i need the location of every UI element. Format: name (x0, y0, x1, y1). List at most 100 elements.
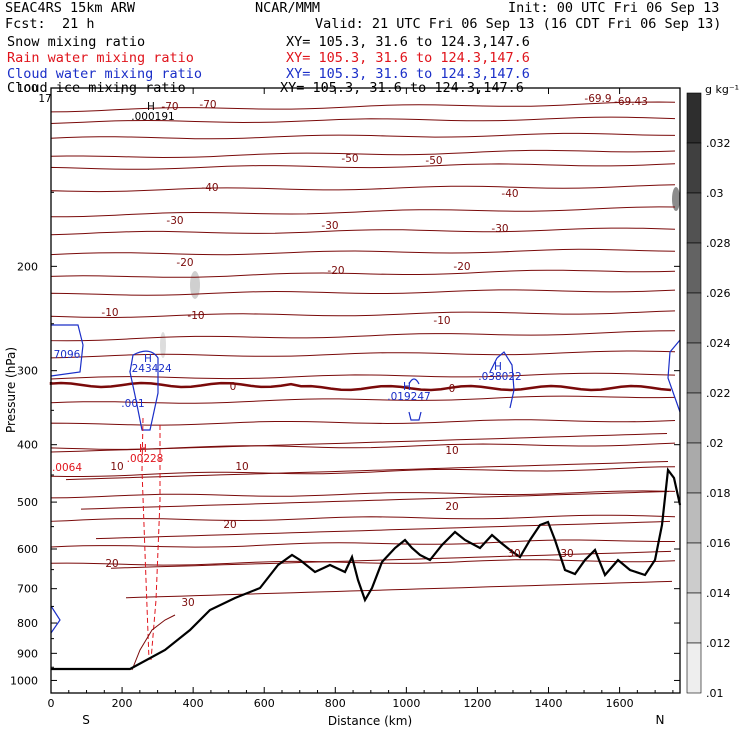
isotherm-label: -40 (501, 188, 518, 200)
isotherm-line (131, 614, 176, 671)
y-axis-label: Pressure (hPa) (4, 347, 18, 433)
isotherm-line (50, 227, 676, 237)
isotherm-label: 10 (235, 461, 248, 473)
colorbar-swatch (686, 442, 702, 494)
isotherm-line (50, 490, 676, 500)
field-xy-rain: XY= 105.3, 31.6 to 124.3,147.6 (286, 50, 530, 66)
colorbar-swatch (686, 492, 702, 544)
colorbar-label: .026 (706, 287, 731, 300)
colorbar-label: .022 (706, 387, 731, 400)
y-tick-label: 1000 (10, 674, 38, 687)
cloud-water-contour (129, 350, 159, 431)
isotherm-line (50, 310, 676, 320)
isotherm-label: -50 (425, 155, 442, 167)
x-tick-label: 200 (112, 697, 133, 710)
extremum-value: 7096 (54, 349, 81, 361)
x-tick-label: 400 (183, 697, 204, 710)
colorbar-label: .032 (706, 137, 731, 150)
forecast-hours: 21 h (62, 16, 95, 32)
ice-shading (160, 332, 166, 358)
isotherm-line (50, 206, 676, 218)
isotherm-label: -70 (199, 99, 216, 111)
colorbar-label: .012 (706, 637, 731, 650)
isotherm-label: 0 (230, 381, 237, 393)
isotherm-label: -10 (187, 310, 204, 322)
isotherm-line (50, 116, 676, 126)
y-tick-label: 200 (17, 260, 38, 273)
colorbar-swatch (686, 592, 702, 644)
extremum-marker: H (403, 381, 411, 393)
x-tick-label: 1200 (463, 697, 491, 710)
y-tick-label: 500 (17, 496, 38, 509)
extremum-value: .0064 (52, 462, 82, 474)
extremum-marker: H (144, 353, 152, 365)
extremum-value: .019247 (387, 391, 430, 403)
cloud-water-contour (408, 378, 422, 421)
colorbar-label: .01 (706, 687, 724, 700)
field-name-snow: Snow mixing ratio (7, 34, 146, 50)
extremum-value: 17 (38, 93, 51, 105)
field-xy-cloud-water: XY= 105.3, 31.6 to 124.3,147.6 (286, 66, 530, 82)
ice-shading (672, 187, 680, 211)
freezing-level-line (49, 381, 672, 392)
isotherm-line (80, 491, 670, 510)
isotherm-label: -30 (491, 223, 508, 235)
colorbar-label: .028 (706, 237, 731, 250)
isotherm-line (50, 330, 676, 342)
extremum-marker: H (494, 361, 502, 373)
isotherm-line (50, 184, 676, 194)
isotherm-line (50, 163, 676, 172)
isotherm-label: 10 (445, 445, 458, 457)
isotherm-label: 0 (449, 383, 456, 395)
extremum-value: .00228 (127, 453, 164, 465)
isotherm-line (50, 372, 676, 382)
isotherm-label: -50 (341, 153, 358, 165)
isotherm-line (50, 433, 668, 453)
colorbar-swatch (686, 542, 702, 594)
isotherm-line (50, 514, 676, 524)
colorbar-swatch (686, 642, 702, 694)
isotherm-line (95, 520, 671, 540)
field-name-cloud-water: Cloud water mixing ratio (7, 66, 203, 82)
isotherm-label: -10 (433, 315, 450, 327)
colorbar-unit: g kg⁻¹ (705, 83, 739, 96)
x-tick-label: 1400 (535, 697, 563, 710)
y-tick-label: 800 (17, 617, 38, 630)
isotherm-label: -30 (321, 220, 338, 232)
endpoint-north: N (656, 713, 665, 727)
isotherm-line (50, 539, 675, 548)
isotherm-label: -20 (176, 257, 193, 269)
extremum-marker: H (139, 443, 147, 455)
colorbar-swatch (686, 192, 702, 244)
y-tick-label: 100 (17, 82, 38, 95)
isotherm-line (65, 461, 669, 481)
colorbar-label: .016 (706, 537, 731, 550)
colorbar-swatch (686, 292, 702, 344)
colorbar-swatch (686, 242, 702, 294)
x-tick-label: 600 (254, 697, 275, 710)
colorbar-swatch (686, 142, 702, 194)
isotherm-label: 30 (507, 548, 520, 560)
cloud-water-contour (50, 605, 61, 634)
isotherm-label: 20 (223, 519, 236, 531)
isotherm-label: -20 (327, 265, 344, 277)
isotherm-label: -69.9 (584, 93, 611, 105)
isotherm-label: 30 (560, 548, 573, 560)
isotherm-line (50, 101, 676, 113)
extremum-value: .243424 (128, 363, 172, 375)
extremum-value: .001 (121, 398, 144, 410)
isotherm-line (125, 580, 673, 599)
cloud-water-contour (489, 351, 515, 409)
isotherm-line (50, 466, 676, 477)
y-tick-label: 400 (17, 439, 38, 452)
colorbar-label: .018 (706, 487, 731, 500)
isotherm-line (50, 395, 676, 404)
isotherm-line (110, 550, 672, 569)
colorbar-swatch (686, 392, 702, 444)
colorbar-label: .014 (706, 587, 731, 600)
y-tick-label: 900 (17, 647, 38, 660)
colorbar-label: .03 (706, 187, 724, 200)
isotherm-line (50, 149, 676, 159)
isotherm-line (50, 248, 676, 258)
